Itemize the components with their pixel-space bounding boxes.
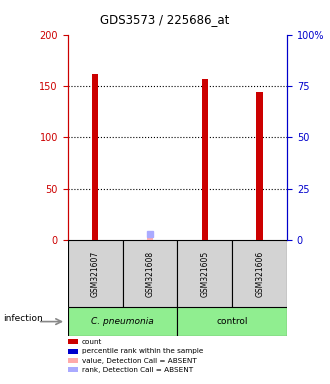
Bar [147,235,153,240]
Bar [178,307,287,336]
Text: control: control [216,317,248,326]
Bar [256,92,263,240]
Text: infection: infection [3,314,43,323]
Bar [68,307,178,336]
Text: GSM321606: GSM321606 [255,250,264,297]
Text: value, Detection Call = ABSENT: value, Detection Call = ABSENT [82,358,196,364]
Bar [68,240,122,307]
Bar [232,240,287,307]
Text: rank, Detection Call = ABSENT: rank, Detection Call = ABSENT [82,367,193,373]
Text: percentile rank within the sample: percentile rank within the sample [82,348,203,354]
Text: GSM321605: GSM321605 [200,250,209,297]
Bar [122,240,178,307]
Bar [202,79,208,240]
Text: count: count [82,339,102,345]
Text: GSM321607: GSM321607 [90,250,100,297]
Bar [92,74,98,240]
Text: GSM321608: GSM321608 [146,250,154,297]
Text: C. pneumonia: C. pneumonia [91,317,154,326]
Text: GDS3573 / 225686_at: GDS3573 / 225686_at [100,13,230,26]
Bar [178,240,232,307]
